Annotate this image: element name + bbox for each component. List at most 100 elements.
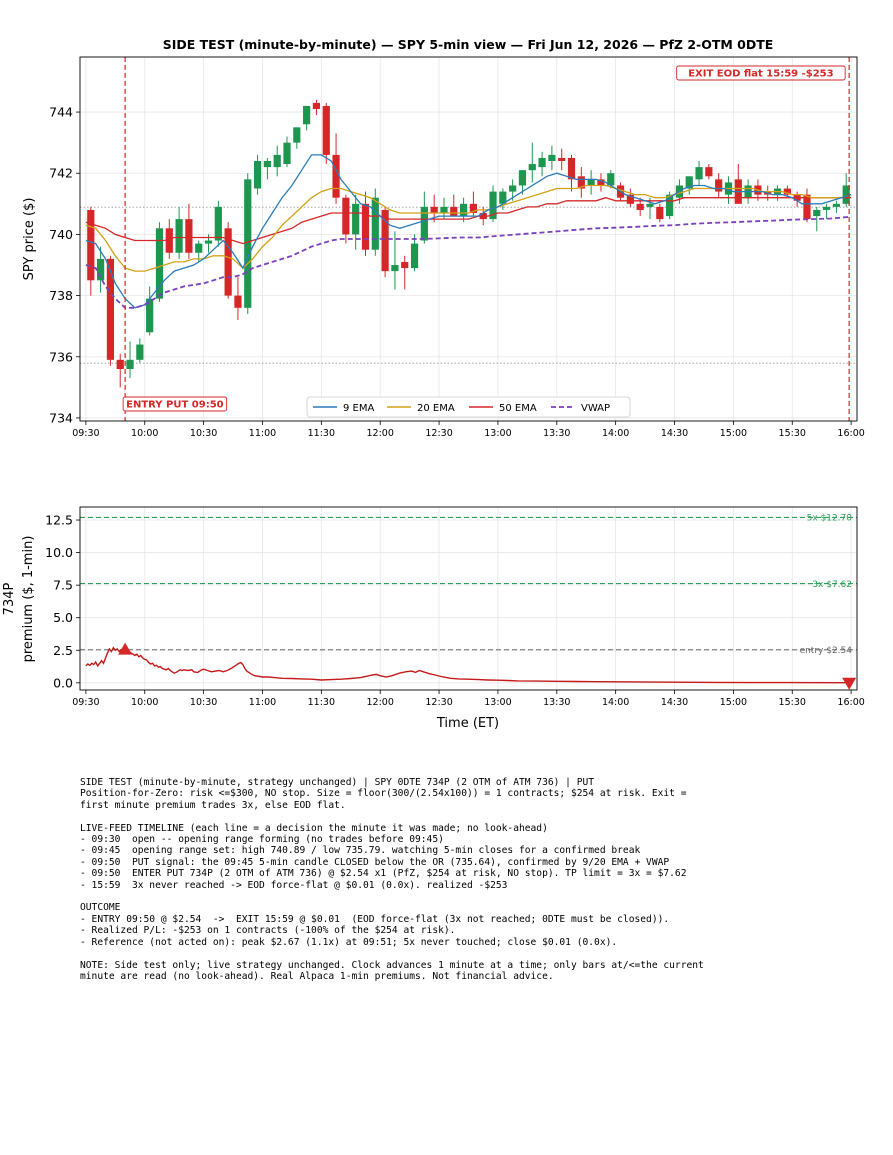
candle-body (136, 344, 144, 360)
x-tick-label: 13:30 (543, 428, 570, 439)
price-reference-lines (80, 206, 857, 364)
price-y-axis-label: SPY price ($) (22, 198, 37, 281)
3x-level-label: 3x $7.62 (812, 580, 852, 590)
price-axes-frame (79, 56, 858, 422)
trade-event-markers: ENTRY PUT 09:50 EXIT EOD flat 15:59 -$253 (122, 57, 850, 421)
candle (322, 102, 330, 165)
candle-body (155, 228, 164, 299)
candle-body (116, 359, 124, 369)
y-tick-label: 2.5 (53, 643, 73, 658)
premium-y-axis-label-line: premium ($, 1-min) (21, 536, 36, 663)
x-tick-label: 12:30 (425, 428, 452, 439)
premium-series (85, 646, 850, 684)
candle-body (381, 209, 389, 272)
y-tick-label: 0.0 (53, 675, 73, 690)
candle (293, 127, 301, 149)
candle-body (204, 240, 213, 244)
premium-axes-frame (79, 506, 858, 691)
legend-label: 20 EMA (417, 403, 455, 414)
x-tick-label: 10:30 (190, 428, 217, 439)
candle-body (715, 179, 723, 192)
candle (214, 200, 222, 247)
legend-label: VWAP (581, 403, 610, 414)
candle-body (234, 295, 242, 308)
candle-body (597, 179, 605, 186)
candle-body (636, 203, 644, 210)
price-y-axis: 734 736 738 740 742 744 (49, 105, 80, 425)
premium-x-axis: 09:30 10:00 10:30 11:00 11:30 12:00 12:30 13:00… (72, 690, 865, 708)
price-grid (80, 57, 857, 421)
premium-panel: 5x $12.70 3x $7.62 entry $2.54 09:30 10:00 1… (2, 506, 865, 731)
candle (155, 222, 164, 302)
y-tick-label: 738 (49, 288, 73, 303)
legend-label: 50 EMA (499, 403, 537, 414)
candle-body (440, 206, 448, 213)
x-tick-label: 10:00 (131, 428, 158, 439)
candle-body (273, 154, 281, 168)
strategy-notes: SIDE TEST (minute-by-minute, strategy un… (80, 777, 704, 982)
candle (312, 99, 321, 116)
candle (126, 341, 134, 379)
candle-body (666, 194, 674, 217)
candle (842, 173, 850, 207)
x-tick-label: 11:30 (308, 697, 335, 708)
candle-body (705, 167, 713, 177)
candle-body (548, 154, 556, 161)
candle (273, 145, 281, 177)
candle (371, 188, 379, 256)
candle-body (577, 176, 585, 189)
candle (548, 145, 556, 171)
candle (175, 206, 183, 259)
candle-body (469, 203, 478, 213)
candle-body (783, 188, 791, 195)
candle-body (322, 105, 330, 155)
candle (499, 188, 507, 210)
candle (558, 148, 566, 171)
candle (803, 188, 811, 223)
candle (87, 206, 95, 296)
candle-body (528, 164, 536, 171)
candle (587, 170, 595, 195)
x-tick-label: 14:30 (661, 428, 688, 439)
premium-grid (80, 507, 857, 690)
candle (715, 173, 723, 198)
x-tick-label: 14:00 (602, 697, 629, 708)
x-tick-label: 14:30 (661, 697, 688, 708)
x-tick-label: 11:00 (249, 428, 276, 439)
candle (263, 157, 271, 180)
candle-body (342, 197, 350, 235)
y-tick-label: 7.5 (53, 578, 73, 593)
price-chart-title: SIDE TEST (minute-by-minute) — SPY 5-min… (163, 37, 774, 52)
candle (410, 234, 419, 272)
x-tick-label: 16:00 (837, 428, 864, 439)
candle (244, 173, 252, 314)
candle (332, 133, 340, 204)
candle-body (558, 157, 566, 161)
candle-body (371, 197, 379, 250)
candle (773, 185, 782, 201)
candle (597, 173, 605, 192)
candle (705, 164, 713, 180)
candle (361, 191, 370, 256)
candle-body (97, 258, 105, 281)
candle (518, 170, 527, 195)
5x-level-label: 5x $12.70 (807, 514, 853, 524)
entry-level-label: entry $2.54 (800, 646, 853, 656)
candle (391, 231, 399, 290)
x-tick-label: 12:30 (425, 697, 452, 708)
candle-body (803, 194, 811, 220)
candle-body (459, 203, 468, 217)
candle (352, 194, 360, 250)
y-tick-label: 12.5 (45, 513, 73, 528)
x-tick-label: 13:00 (484, 697, 511, 708)
candle-body (214, 206, 222, 241)
candle-body (195, 243, 203, 253)
x-tick-label: 15:00 (720, 428, 747, 439)
candle-body (420, 206, 428, 241)
candle (567, 154, 576, 192)
y-tick-label: 740 (49, 227, 73, 242)
premium-y-axis-label: 734P premium ($, 1-min) (2, 536, 36, 663)
candle-body (518, 170, 527, 186)
y-tick-label: 5.0 (53, 610, 73, 625)
